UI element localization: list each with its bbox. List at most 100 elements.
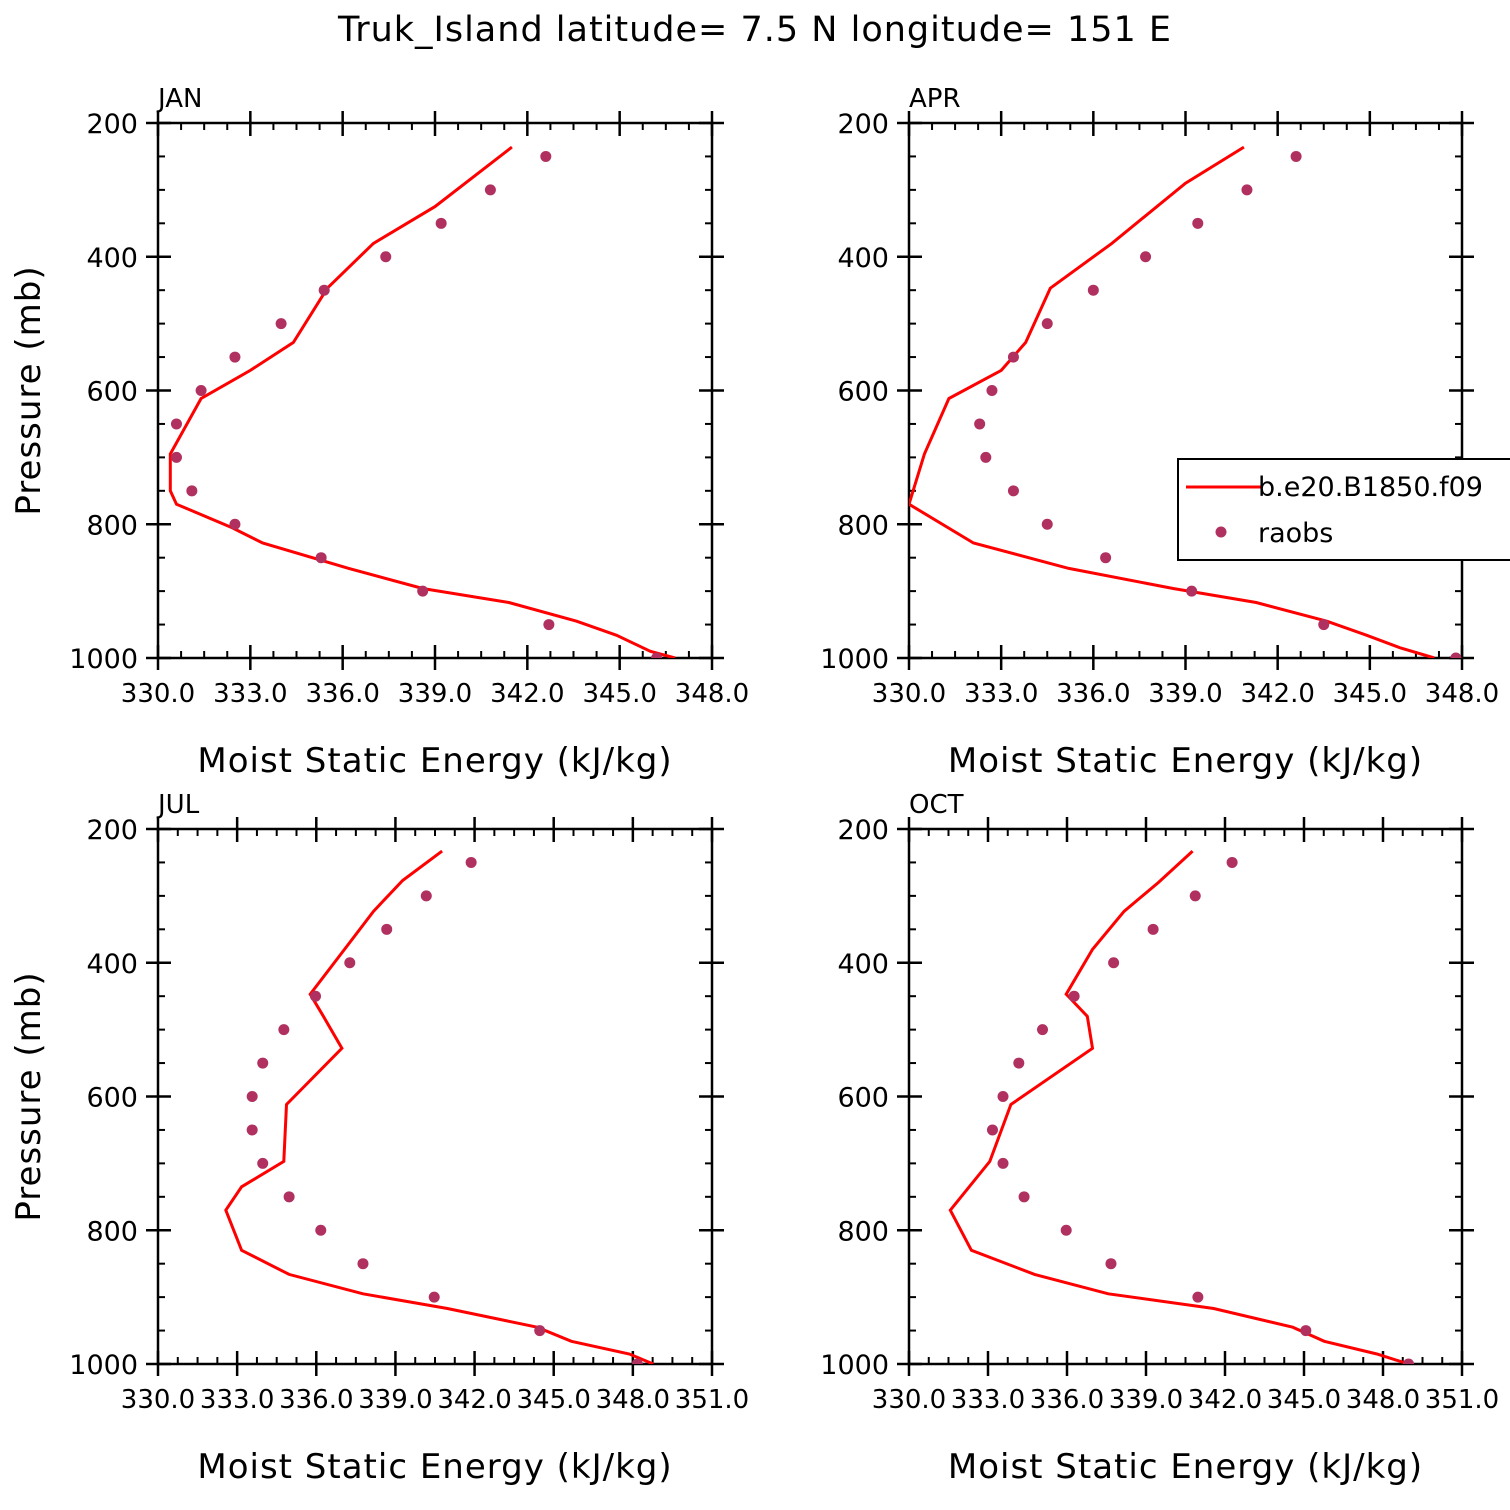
y-tick-label: 200	[86, 815, 138, 846]
model-line	[224, 849, 654, 1364]
data-layer	[948, 849, 1415, 1364]
y-tick-label: 1000	[820, 644, 889, 675]
x-tick-label: 345.0	[582, 679, 656, 709]
obs-point	[229, 518, 241, 530]
obs-point	[278, 1024, 290, 1036]
x-tick-label: 339.0	[1109, 1385, 1183, 1415]
y-axis-label: Pressure (mb)	[9, 971, 49, 1221]
panel-apr: 200 400 600 800 1000 330.0 333.0 336.0 339.0 342.…	[820, 84, 1510, 781]
y-tick-label: 600	[837, 1083, 889, 1114]
obs-point	[186, 485, 198, 497]
y-tick-label: 800	[837, 1216, 889, 1247]
y-tick-label: 1000	[820, 1350, 889, 1381]
x-tick-label: 330.0	[872, 1385, 946, 1415]
x-tick-label: 330.0	[121, 1385, 195, 1415]
x-tick-label: 339.0	[398, 679, 472, 709]
plot-frame	[907, 827, 1464, 1366]
panel-label: APR	[909, 84, 961, 114]
x-tick-label: 333.0	[213, 679, 287, 709]
obs-point	[1450, 652, 1462, 658]
x-tick-label: 348.0	[596, 1385, 670, 1415]
obs-point	[1241, 184, 1253, 196]
legend-label-model: b.e20.B1850.f09	[1258, 472, 1483, 503]
y-tick-label: 800	[86, 1216, 138, 1247]
y-tick-label: 1000	[69, 644, 138, 675]
panel-label: OCT	[909, 790, 964, 820]
obs-point	[380, 251, 392, 263]
y-axis-label: Pressure (mb)	[9, 265, 49, 515]
obs-point	[1041, 518, 1053, 530]
obs-point	[1300, 1325, 1312, 1337]
obs-point	[315, 1224, 327, 1236]
obs-point	[997, 1091, 1009, 1102]
obs-point	[1318, 619, 1330, 631]
obs-point	[357, 1258, 369, 1270]
obs-point	[309, 990, 321, 1002]
obs-point	[974, 418, 986, 430]
legend-label-obs: raobs	[1258, 518, 1333, 549]
data-layer	[909, 145, 1462, 658]
obs-point	[1192, 1291, 1204, 1303]
x-tick-label: 348.0	[675, 679, 749, 709]
obs-point	[1037, 1024, 1049, 1036]
y-tick-label: 800	[837, 510, 889, 541]
legend-dot-swatch	[1215, 526, 1227, 538]
legend-box	[1177, 458, 1510, 561]
data-layer	[224, 849, 654, 1364]
x-tick-label: 336.0	[279, 1385, 353, 1415]
x-axis-label: Moist Static Energy (kJ/kg)	[197, 1447, 672, 1487]
obs-point	[1068, 990, 1080, 1002]
obs-point	[484, 184, 496, 196]
obs-point	[534, 1325, 546, 1337]
obs-point	[170, 418, 182, 430]
x-axis-label: Moist Static Energy (kJ/kg)	[948, 1447, 1423, 1487]
y-tick-label: 400	[837, 949, 889, 980]
model-line	[168, 145, 676, 658]
obs-point	[257, 1057, 269, 1069]
obs-point	[1007, 485, 1019, 497]
obs-point	[1007, 351, 1019, 363]
obs-point	[428, 1291, 440, 1303]
x-tick-label: 336.0	[305, 679, 379, 709]
obs-point	[1087, 284, 1099, 296]
obs-point	[986, 1124, 998, 1136]
obs-point	[997, 1157, 1009, 1169]
plot-frame	[156, 827, 714, 1366]
plot-frame	[156, 121, 714, 660]
x-tick-label: 330.0	[872, 679, 946, 709]
obs-point	[1147, 923, 1159, 935]
x-tick-label: 333.0	[964, 679, 1038, 709]
figure-title: Truk_Island latitude= 7.5 N longitude= 1…	[337, 10, 1173, 50]
obs-point	[980, 451, 992, 463]
obs-point	[275, 318, 287, 330]
obs-point	[1105, 1258, 1117, 1270]
obs-point	[1290, 150, 1302, 162]
y-tick-label: 400	[86, 949, 138, 980]
data-layer	[168, 145, 676, 658]
obs-point	[417, 585, 429, 597]
obs-point	[435, 217, 447, 229]
panel-jul: 200 400 600 800 1000 330.0 333.0 336.0 339.0 342.…	[9, 790, 749, 1487]
obs-point	[344, 957, 356, 969]
y-tick-label: 200	[837, 109, 889, 140]
x-tick-label: 339.0	[358, 1385, 432, 1415]
x-tick-label: 348.0	[1425, 679, 1499, 709]
y-tick-label: 600	[86, 377, 138, 408]
panel-label: JAN	[156, 84, 202, 114]
obs-point	[1041, 318, 1053, 330]
panel-label: JUL	[156, 790, 200, 820]
y-tick-label: 600	[837, 377, 889, 408]
x-tick-label: 336.0	[1030, 1385, 1104, 1415]
obs-point	[318, 284, 330, 296]
panel-oct: 200 400 600 800 1000 330.0 333.0 336.0 339.0 342.…	[820, 790, 1499, 1487]
obs-point	[986, 385, 998, 396]
obs-point	[420, 890, 432, 902]
obs-point	[170, 451, 182, 463]
x-tick-label: 351.0	[675, 1385, 749, 1415]
obs-point	[246, 1091, 258, 1102]
obs-point	[1192, 217, 1204, 229]
obs-point	[283, 1191, 295, 1203]
x-tick-label: 342.0	[490, 679, 564, 709]
panel-jan: 200 400 600 800 1000 330.0 333.0 336.0 339.0 342.…	[9, 84, 749, 781]
x-tick-label: 330.0	[121, 679, 195, 709]
